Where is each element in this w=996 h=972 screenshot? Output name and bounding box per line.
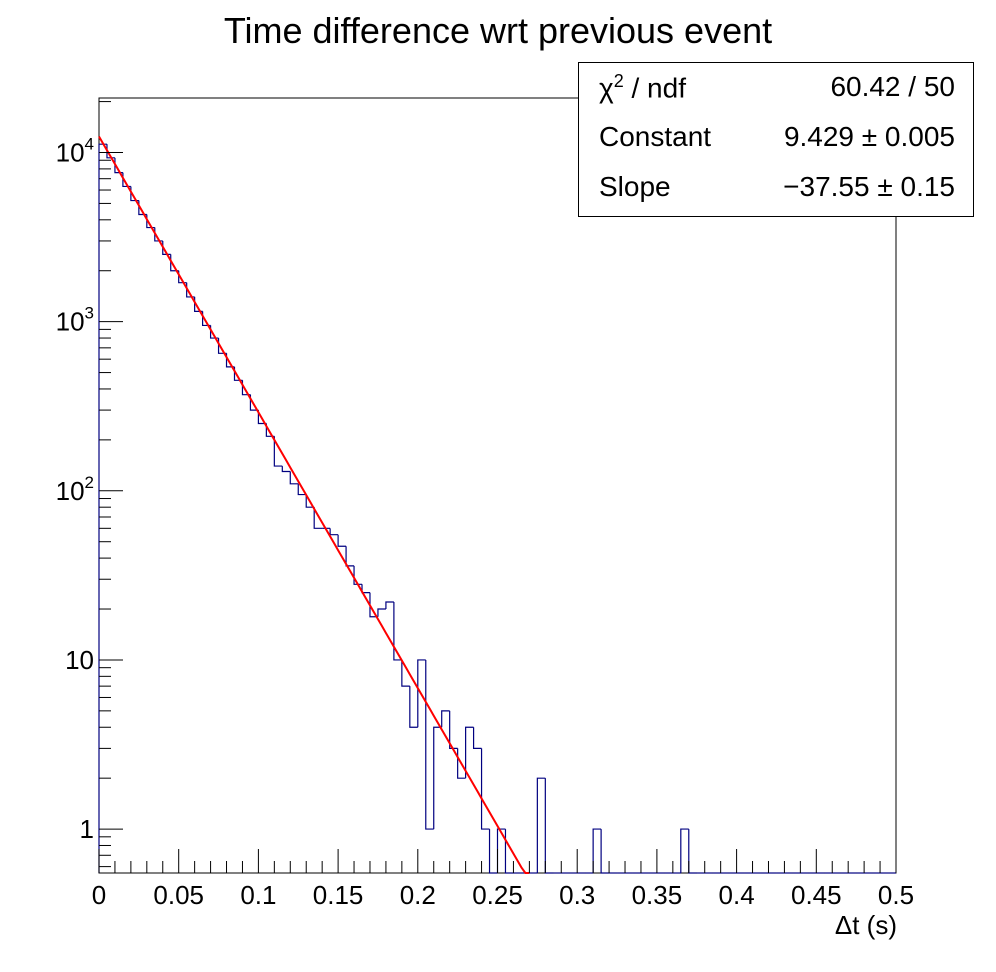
- histogram-series: [98, 143, 896, 874]
- stats-value-slope: −37.55 ± 0.15: [783, 171, 955, 202]
- histogram-bin: [329, 528, 339, 536]
- x-tick-label: 0.4: [719, 880, 755, 910]
- histogram-bin: [536, 777, 546, 873]
- histogram-bin: [377, 608, 386, 617]
- fit-stats-box: χ2 / ndf 60.42 / 50 Constant 9.429 ± 0.0…: [578, 62, 974, 217]
- x-tick-label: 0.1: [240, 880, 276, 910]
- stats-value-constant: 9.429 ± 0.005: [783, 121, 955, 152]
- histogram-bin: [289, 471, 299, 485]
- y-tick-label: 104: [56, 135, 94, 168]
- y-axis: 1 10 102 103 104: [56, 101, 123, 868]
- histogram-bin: [305, 494, 315, 508]
- histogram-bin: [449, 710, 458, 749]
- x-axis-label: Δt (s): [834, 910, 897, 940]
- y-tick-label: 102: [56, 473, 94, 506]
- histogram-bin: [433, 726, 442, 830]
- histogram-bin: [496, 828, 506, 873]
- histogram-bin: [273, 436, 283, 467]
- x-tick-label: 0.35: [632, 880, 683, 910]
- histogram-bin: [688, 829, 697, 874]
- histogram-bin: [257, 410, 267, 425]
- histogram-bin: [345, 546, 355, 567]
- x-tick-label: 0.5: [878, 880, 914, 910]
- fit-line: [98, 135, 530, 874]
- x-tick-label: 0: [92, 880, 106, 910]
- histogram-bin: [281, 466, 291, 473]
- histogram-bin: [409, 686, 418, 728]
- histogram-bin: [385, 601, 394, 610]
- histogram-bin: [488, 829, 498, 874]
- histogram-bin: [393, 602, 402, 661]
- histogram-bin: [337, 534, 347, 547]
- fit-curve: [98, 135, 530, 874]
- chart-title: Time difference wrt previous event: [223, 10, 773, 51]
- y-tick-label: 1: [80, 814, 94, 844]
- histogram-bin: [480, 748, 490, 830]
- histogram-bin: [353, 565, 363, 585]
- histogram-bin: [361, 584, 370, 594]
- y-tick-label: 103: [56, 304, 94, 337]
- stats-row-chi2: χ2 / ndf 60.42 / 50: [599, 71, 955, 111]
- x-tick-label: 0.05: [153, 880, 204, 910]
- histogram-bin: [544, 778, 554, 874]
- x-tick-label: 0.3: [559, 880, 595, 910]
- x-tick-label: 0.25: [472, 880, 523, 910]
- histogram-bin: [441, 710, 450, 728]
- histogram-bin: [472, 727, 482, 749]
- histogram-bin: [504, 829, 514, 874]
- histogram-bin: [313, 507, 323, 529]
- x-tick-label: 0.45: [791, 880, 842, 910]
- y-tick-label: 10: [65, 645, 94, 675]
- stats-row-constant: Constant 9.429 ± 0.005: [599, 121, 955, 161]
- stats-value-chi2: 60.42 / 50: [830, 71, 955, 102]
- histogram-bin: [465, 726, 474, 779]
- histogram-bin: [417, 659, 426, 728]
- stats-row-slope: Slope −37.55 ± 0.15: [599, 171, 955, 211]
- histogram-bin: [369, 592, 378, 618]
- stats-label-constant: Constant: [599, 121, 712, 152]
- x-tick-label: 0.2: [400, 880, 436, 910]
- x-axis: 0 0.05 0.1 0.15 0.2 0.25 0.3 0.35 0.4 0.45 0.5: [92, 849, 914, 910]
- x-tick-label: 0.15: [313, 880, 364, 910]
- histogram-bin: [98, 143, 107, 873]
- histogram-bin: [401, 659, 410, 687]
- histogram-bin: [425, 659, 434, 830]
- stats-label-chi2: χ2 / ndf: [599, 71, 686, 104]
- histogram-bin: [297, 483, 307, 496]
- histogram-bin: [592, 828, 602, 873]
- histogram-bin: [600, 829, 610, 874]
- histogram-bin: [680, 828, 689, 873]
- stats-label-slope: Slope: [599, 171, 671, 202]
